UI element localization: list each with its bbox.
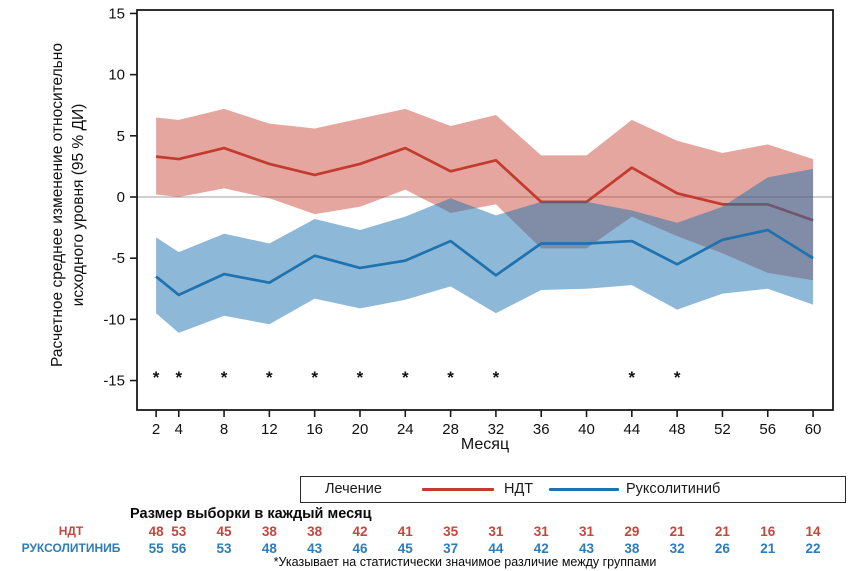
y-tick-label: -10 [103,311,125,328]
ndt-sample-size: 31 [488,524,504,539]
x-tick-label: 60 [805,421,822,438]
significance-asterisk: * [311,368,318,387]
significance-asterisk: * [447,368,454,387]
ruxolitinib-line [155,228,814,297]
ruxolitinib-sample-size: 21 [760,541,776,556]
ruxolitinib-ci-band [156,168,814,333]
y-tick-label: 15 [108,5,125,22]
x-tick-label: 40 [578,421,595,438]
ndt-sample-size: 42 [352,524,368,539]
ruxolitinib-sample-size: 55 [148,541,164,556]
ruxolitinib-sample-size: 43 [579,541,595,556]
x-tick-label: 32 [488,421,505,438]
sample-row-label-ndt: НДТ [58,524,84,538]
y-tick-label: 0 [117,189,125,206]
significance-asterisk: * [402,368,409,387]
ndt-sample-size: 31 [533,524,549,539]
x-tick-label: 24 [397,421,414,438]
ndt-sample-size: 45 [216,524,232,539]
footnote: *Указывает на статистически значимое раз… [273,555,657,569]
x-tick-label: 36 [533,421,550,438]
ruxolitinib-sample-size: 22 [805,541,821,556]
y-tick-label: -5 [112,250,125,267]
plot-frame [136,9,834,411]
ndt-line [155,146,814,222]
ndt-sample-size: 48 [148,524,164,539]
ruxolitinib-sample-size: 56 [171,541,187,556]
ruxolitinib-sample-size: 46 [352,541,368,556]
y-axis-label-line1: Расчетное среднее изменение относительно [49,43,67,367]
ndt-sample-size: 38 [307,524,323,539]
ruxolitinib-sample-size: 32 [669,541,685,556]
ruxolitinib-sample-size: 45 [397,541,413,556]
x-tick-label: 4 [175,421,183,438]
ndt-sample-size: 38 [261,524,277,539]
sample-row-ndt-values: 48 53 45 38 38 42 41 35 31 31 31 29 21 21 16 14 [0,524,855,540]
ndt-sample-size: 16 [760,524,776,539]
legend: Лечение НДТ Руксолитиниб [300,476,846,503]
significance-asterisk: * [153,368,160,387]
ndt-sample-size: 31 [579,524,595,539]
ruxolitinib-sample-size: 43 [307,541,323,556]
ruxolitinib-sample-size: 38 [624,541,640,556]
ndt-sample-size: 29 [624,524,640,539]
ndt-ci-band [156,108,814,281]
x-tick-label: 8 [220,421,228,438]
significance-asterisk: * [175,368,182,387]
ndt-line-swatch [422,488,494,492]
ruxolitinib-sample-size: 37 [443,541,459,556]
significance-asterisk: * [357,368,364,387]
y-tick-label: 5 [117,128,125,145]
x-tick-label: 16 [306,421,323,438]
legend-ndt-label: НДТ [504,481,534,497]
ndt-sample-size: 21 [714,524,730,539]
ndt-sample-size: 35 [443,524,459,539]
ruxolitinib-line-swatch [549,488,619,492]
x-tick-label: 48 [669,421,686,438]
x-tick-label: 12 [261,421,278,438]
x-tick-label: 20 [352,421,369,438]
significance-asterisk: * [221,368,228,387]
x-tick-label: 56 [759,421,776,438]
significance-asterisk: * [493,368,500,387]
ruxolitinib-sample-size: 42 [533,541,549,556]
x-tick-label: 28 [442,421,459,438]
sample-size-header: Размер выборки в каждый месяц [130,506,372,522]
ruxolitinib-sample-size: 44 [488,541,504,556]
x-tick-label: 44 [623,421,640,438]
sample-row-ruxolitinib-values: 55 56 53 48 43 46 45 37 44 42 43 38 32 26 21 22 [0,541,855,557]
sample-row-label-ruxolitinib: РУКСОЛИТИНИБ [21,541,121,555]
ndt-sample-size: 53 [171,524,187,539]
significance-asterisk: * [674,368,681,387]
ruxolitinib-sample-size: 53 [216,541,232,556]
y-tick-label: 10 [108,67,125,84]
ruxolitinib-sample-size: 26 [714,541,730,556]
x-axis-label: Месяц [460,436,510,453]
legend-title: Лечение [325,481,382,497]
x-tick-label: 52 [714,421,731,438]
ndt-sample-size: 21 [669,524,685,539]
significance-asterisk: * [266,368,273,387]
ndt-sample-size: 14 [805,524,821,539]
y-axis-label: Расчетное среднее изменение относительно… [48,43,90,367]
y-tick-label: -15 [103,373,125,390]
x-tick-label: 2 [152,421,160,438]
y-axis-label-line2: исходного уровня (95 % ДИ) [70,103,87,307]
significance-asterisk: * [629,368,636,387]
ruxolitinib-sample-size: 48 [261,541,277,556]
legend-ruxolitinib-label: Руксолитиниб [626,481,721,497]
ndt-sample-size: 41 [397,524,413,539]
